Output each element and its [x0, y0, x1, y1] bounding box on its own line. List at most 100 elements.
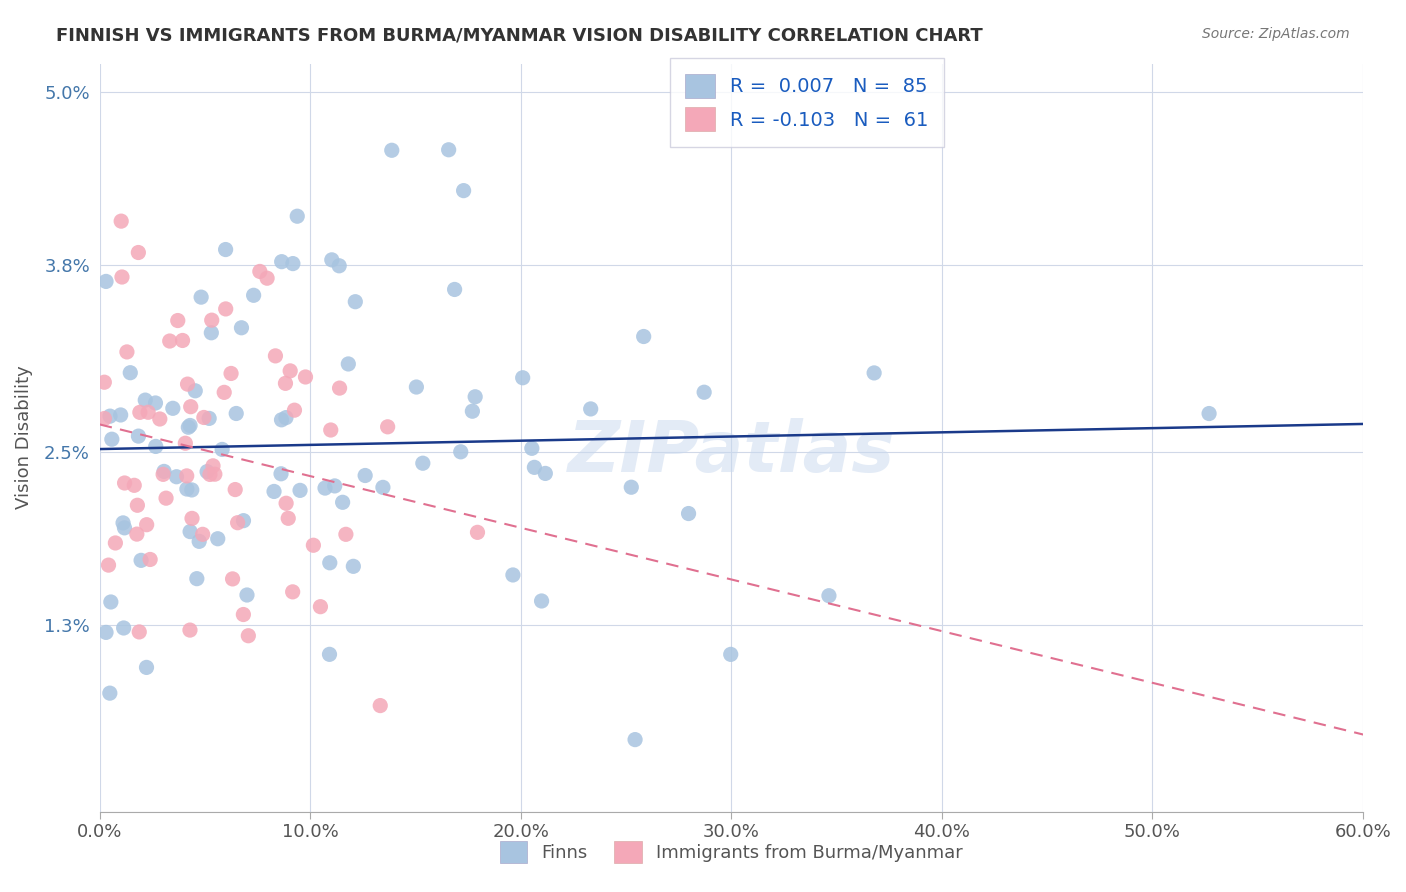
Point [145, 396, 167, 410]
Point [155, 491, 177, 505]
Point [512, 371, 534, 385]
Point [863, 366, 886, 380]
Point [281, 585, 304, 599]
Point [176, 482, 198, 496]
Point [319, 423, 342, 437]
Text: Source: ZipAtlas.com: Source: ZipAtlas.com [1202, 27, 1350, 41]
Point [337, 357, 360, 371]
Point [278, 364, 301, 378]
Point [104, 536, 127, 550]
Point [127, 498, 149, 512]
Point [114, 475, 136, 490]
Point [100, 595, 122, 609]
Point [145, 439, 167, 453]
Point [201, 313, 224, 327]
Point [134, 393, 156, 408]
Text: FINNISH VS IMMIGRANTS FROM BURMA/MYANMAR VISION DISABILITY CORRELATION CHART: FINNISH VS IMMIGRANTS FROM BURMA/MYANMAR… [56, 27, 983, 45]
Point [172, 334, 194, 348]
Point [125, 527, 148, 541]
Point [166, 313, 188, 327]
Point [221, 572, 243, 586]
Point [443, 282, 465, 296]
Point [129, 553, 152, 567]
Point [94, 625, 117, 640]
Point [152, 467, 174, 482]
Point [328, 259, 350, 273]
Point [128, 624, 150, 639]
Point [520, 442, 543, 456]
Point [371, 480, 394, 494]
Point [98, 686, 121, 700]
Point [329, 381, 352, 395]
Point [207, 532, 229, 546]
Point [270, 467, 292, 481]
Text: ZIPatlas: ZIPatlas [568, 418, 894, 487]
Point [530, 594, 553, 608]
Point [135, 660, 157, 674]
Point [502, 568, 524, 582]
Point [159, 334, 181, 348]
Point [274, 496, 297, 510]
Point [166, 469, 188, 483]
Point [242, 288, 264, 302]
Point [534, 467, 557, 481]
Point [405, 380, 427, 394]
Point [139, 552, 162, 566]
Point [179, 524, 201, 539]
Point [181, 511, 204, 525]
Point [127, 245, 149, 260]
Point [180, 483, 202, 497]
Point [193, 410, 215, 425]
Point [127, 429, 149, 443]
Point [579, 401, 602, 416]
Point [321, 252, 343, 267]
Point [318, 648, 340, 662]
Point [464, 390, 486, 404]
Point [231, 320, 253, 334]
Point [270, 413, 292, 427]
Point [120, 366, 142, 380]
Point [678, 507, 700, 521]
Point [179, 418, 201, 433]
Point [115, 345, 138, 359]
Point [232, 514, 254, 528]
Point [214, 243, 236, 257]
Point [281, 257, 304, 271]
Point [135, 517, 157, 532]
Point [162, 401, 184, 416]
Point [200, 326, 222, 340]
Point [368, 698, 391, 713]
Point [149, 412, 172, 426]
Point [98, 409, 121, 424]
Point [450, 445, 472, 459]
Point [377, 419, 399, 434]
Point [335, 527, 357, 541]
Point [198, 411, 221, 425]
Point [232, 607, 254, 622]
Point [693, 385, 716, 400]
Point [274, 376, 297, 391]
Point [202, 458, 225, 473]
Point [211, 442, 233, 457]
Point [114, 521, 136, 535]
Point [177, 420, 200, 434]
Point [93, 375, 115, 389]
Point [624, 732, 647, 747]
Point [381, 143, 404, 157]
Point [249, 264, 271, 278]
Point [256, 271, 278, 285]
Point [219, 367, 242, 381]
Point [190, 290, 212, 304]
Point [176, 377, 198, 392]
Point [274, 410, 297, 425]
Point [620, 480, 643, 494]
Point [94, 274, 117, 288]
Point [277, 511, 299, 525]
Point [179, 623, 201, 637]
Point [323, 479, 346, 493]
Point [110, 214, 132, 228]
Point [263, 484, 285, 499]
Y-axis label: Vision Disability: Vision Disability [15, 366, 32, 509]
Point [191, 527, 214, 541]
Point [101, 432, 124, 446]
